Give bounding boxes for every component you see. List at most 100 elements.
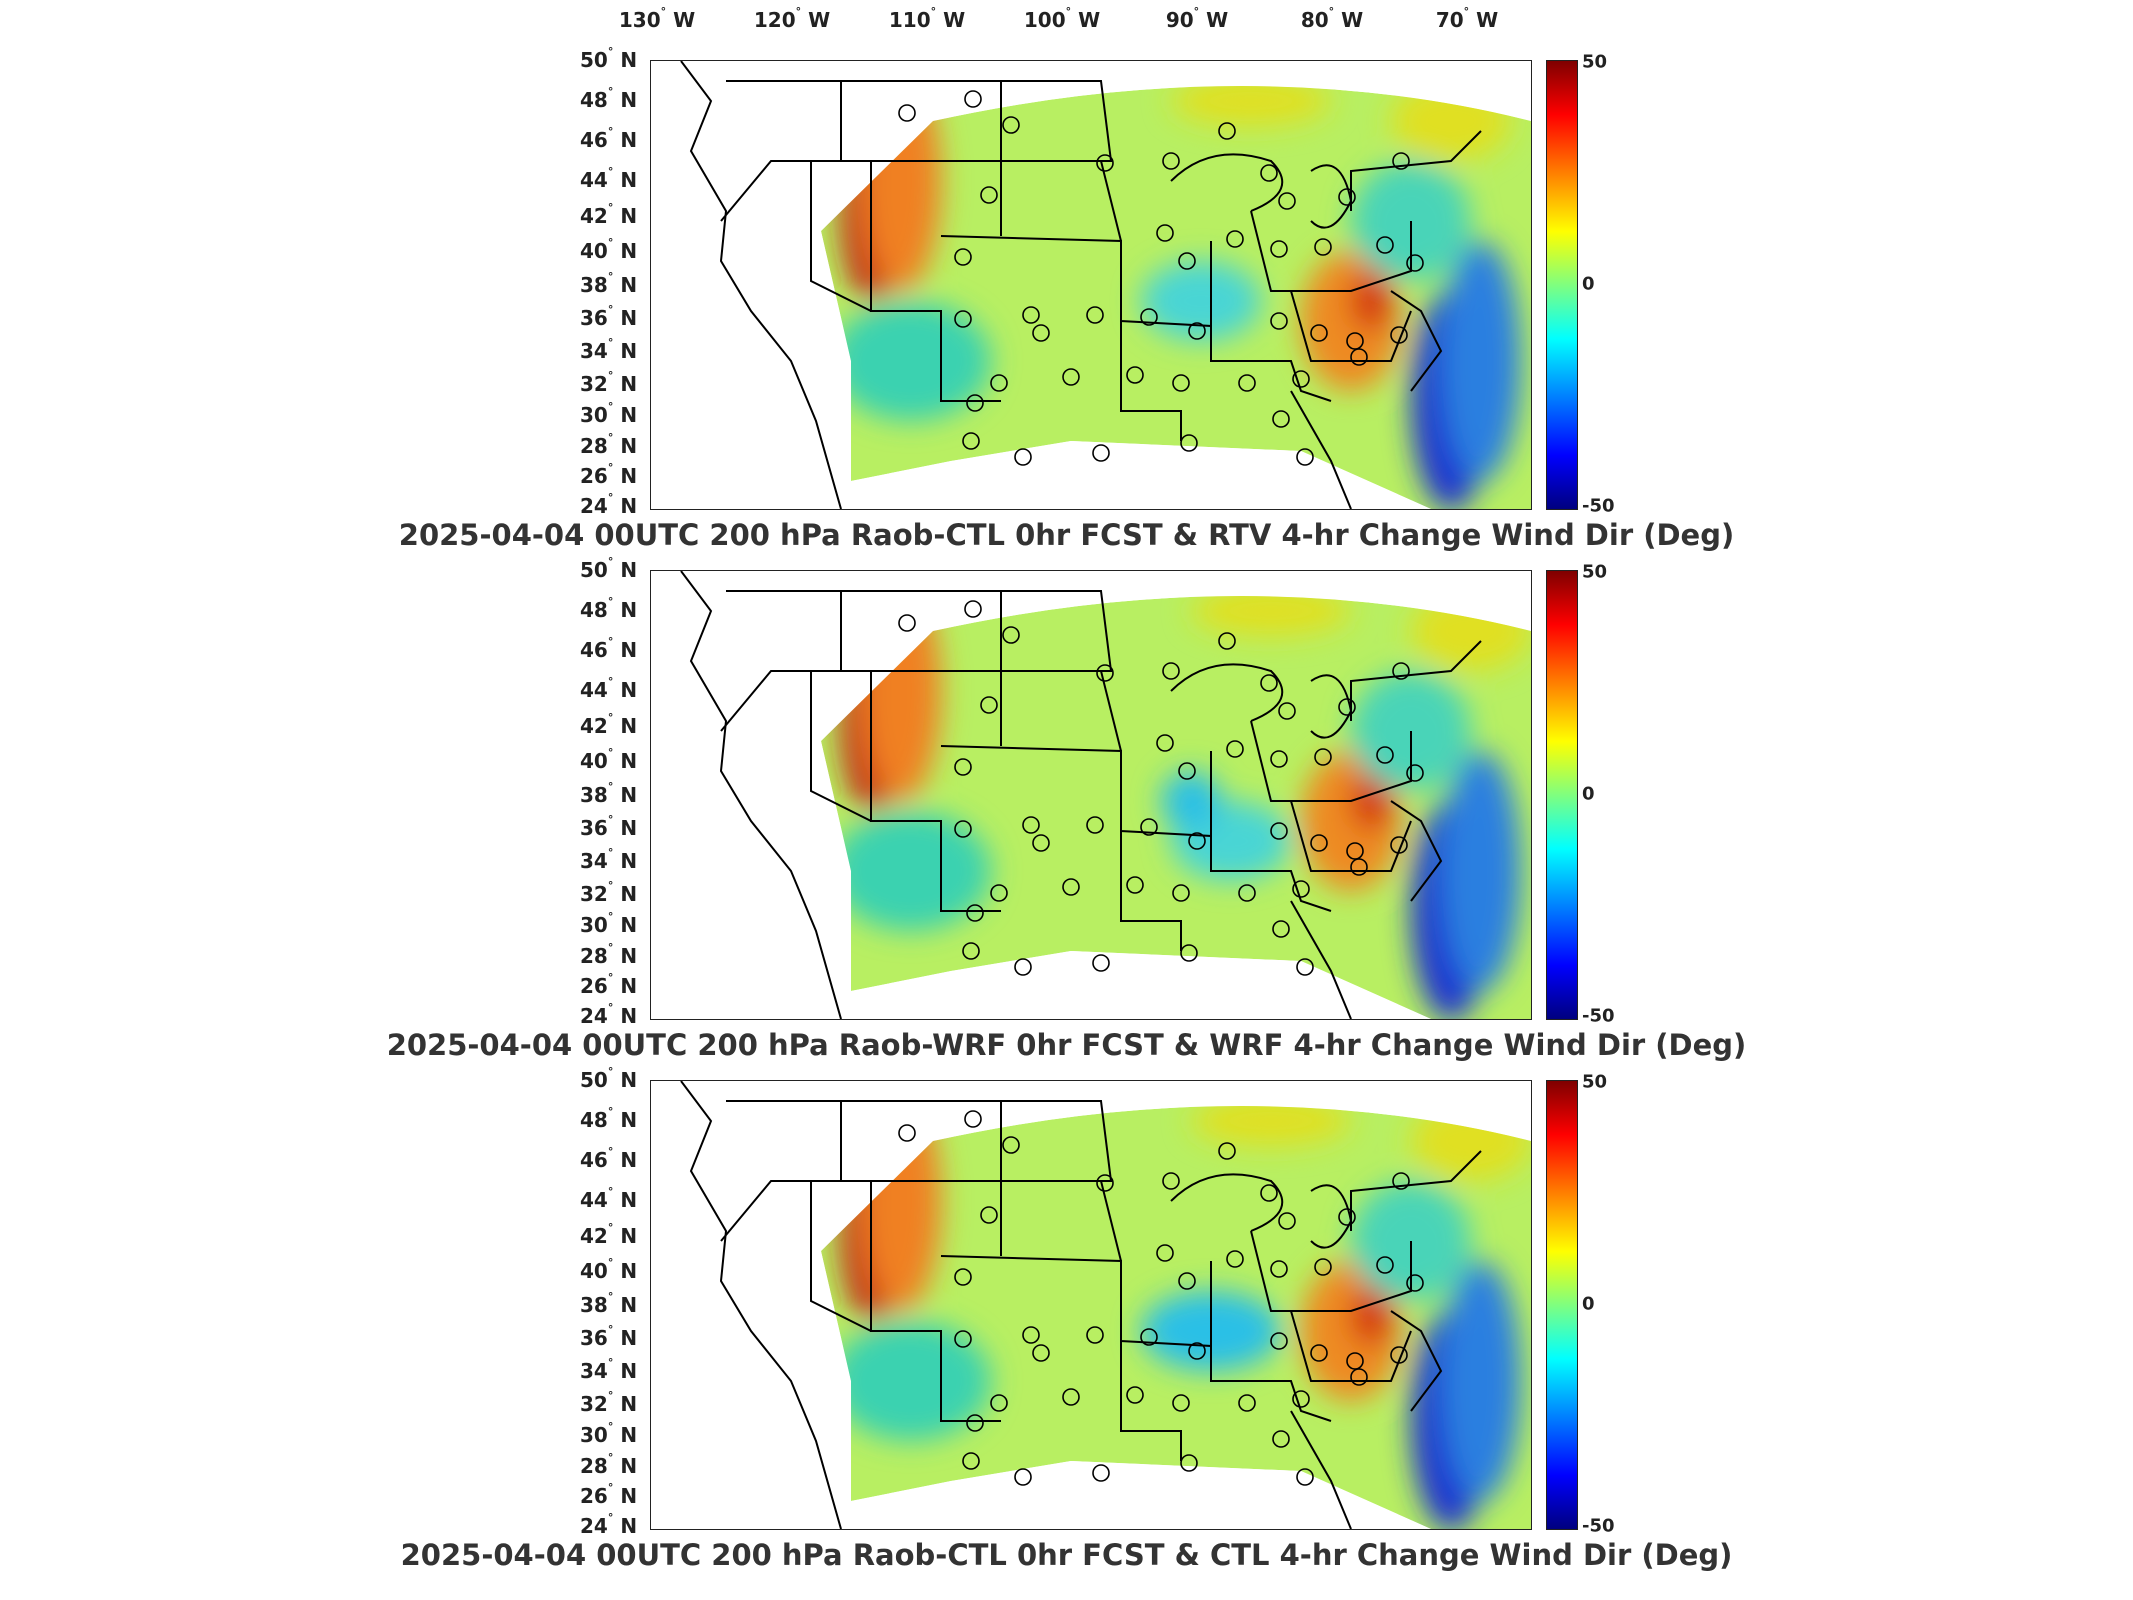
station-marker [1086,306,1104,324]
station-marker [1238,884,1256,902]
station-marker [1140,818,1158,836]
station-marker [1238,1394,1256,1412]
station-marker [1126,876,1144,894]
station-marker [1314,1258,1332,1276]
station-marker [1188,1342,1206,1360]
station-marker [1376,236,1394,254]
lat-label: 48° N [580,1105,638,1132]
lon-label: 70° W [1435,5,1499,32]
lat-label: 48° N [580,595,638,622]
station-marker [1296,958,1314,976]
station-marker [898,614,916,632]
station-marker [1390,1346,1408,1364]
lat-label: 26° N [580,461,638,488]
station-marker [1272,410,1290,428]
lat-label: 46° N [580,1145,638,1172]
station-marker [1014,448,1032,466]
station-marker [1002,116,1020,134]
station-marker [1002,626,1020,644]
station-marker [1062,368,1080,386]
station-marker [1022,1326,1040,1344]
lat-label: 26° N [580,971,638,998]
state-boundaries [680,1081,1482,1529]
station-marker [1014,1468,1032,1486]
station-marker [1346,1352,1364,1370]
station-marker [980,696,998,714]
station-marker [1218,632,1236,650]
station-marker [1180,944,1198,962]
lat-label: 44° N [580,165,638,192]
station-marker [954,1330,972,1348]
station-marker [1292,1390,1310,1408]
lat-label: 46° N [580,635,638,662]
lat-label: 50° N [580,1065,638,1092]
colorbar-max-label: 50 [1582,561,1608,583]
lon-label: 80° W [1300,5,1364,32]
station-marker [1272,920,1290,938]
station-marker [1162,1172,1180,1190]
raob-stations [898,600,1424,976]
lat-label: 24° N [580,1511,638,1538]
station-marker [1310,324,1328,342]
lat-label: 24° N [580,1001,638,1028]
station-marker [1390,836,1408,854]
station-marker [1314,748,1332,766]
station-marker [954,758,972,776]
station-marker [1310,1344,1328,1362]
station-marker [1270,1332,1288,1350]
station-marker [1126,1386,1144,1404]
station-marker [1270,822,1288,840]
station-marker [1260,674,1278,692]
station-marker [1392,1172,1410,1190]
station-marker [1096,664,1114,682]
station-marker [954,820,972,838]
station-marker [1178,762,1196,780]
station-marker [980,186,998,204]
wind-direction-field [680,61,1531,509]
panel-title: 2025-04-04 00UTC 200 hPa Raob-WRF 0hr FC… [386,1028,1747,1062]
station-marker [1022,816,1040,834]
lat-label: 42° N [580,1221,638,1248]
station-marker [1218,122,1236,140]
lat-label: 24° N [580,491,638,518]
station-marker [1350,348,1368,366]
lat-label: 36° N [580,303,638,330]
station-marker [1296,448,1314,466]
station-marker [1350,1368,1368,1386]
station-marker [1278,702,1296,720]
station-marker [962,942,980,960]
station-marker [1270,312,1288,330]
lat-label: 40° N [580,1256,638,1283]
station-marker [954,310,972,328]
map-panel-3: 50° N 48° N 46° N 44° N 42° N 40° N 38° N 36° N… [0,1065,2133,1590]
station-marker [1172,1394,1190,1412]
station-marker [1392,152,1410,170]
station-marker [1086,816,1104,834]
lat-label: 36° N [580,813,638,840]
station-marker [1092,444,1110,462]
lat-label: 38° N [580,1290,638,1317]
lat-label: 34° N [580,336,638,363]
wind-direction-field [680,571,1531,1019]
station-marker [1062,878,1080,896]
station-marker [1032,324,1050,342]
station-marker [964,90,982,108]
lat-label: 30° N [580,1420,638,1447]
lat-label: 32° N [580,369,638,396]
lat-label: 50° N [580,45,638,72]
lat-label: 42° N [580,711,638,738]
station-marker [1350,858,1368,876]
lon-label: 130° W [618,5,696,32]
station-marker [966,394,984,412]
station-marker [1156,734,1174,752]
station-marker [954,1268,972,1286]
lat-label: 38° N [580,270,638,297]
station-marker [1338,1208,1356,1226]
panel-title: 2025-04-04 00UTC 200 hPa Raob-CTL 0hr FC… [398,518,1735,552]
station-marker [1376,746,1394,764]
station-marker [1092,1464,1110,1482]
station-marker [964,600,982,618]
station-marker [990,374,1008,392]
station-marker [1406,1274,1424,1292]
lat-label: 30° N [580,910,638,937]
